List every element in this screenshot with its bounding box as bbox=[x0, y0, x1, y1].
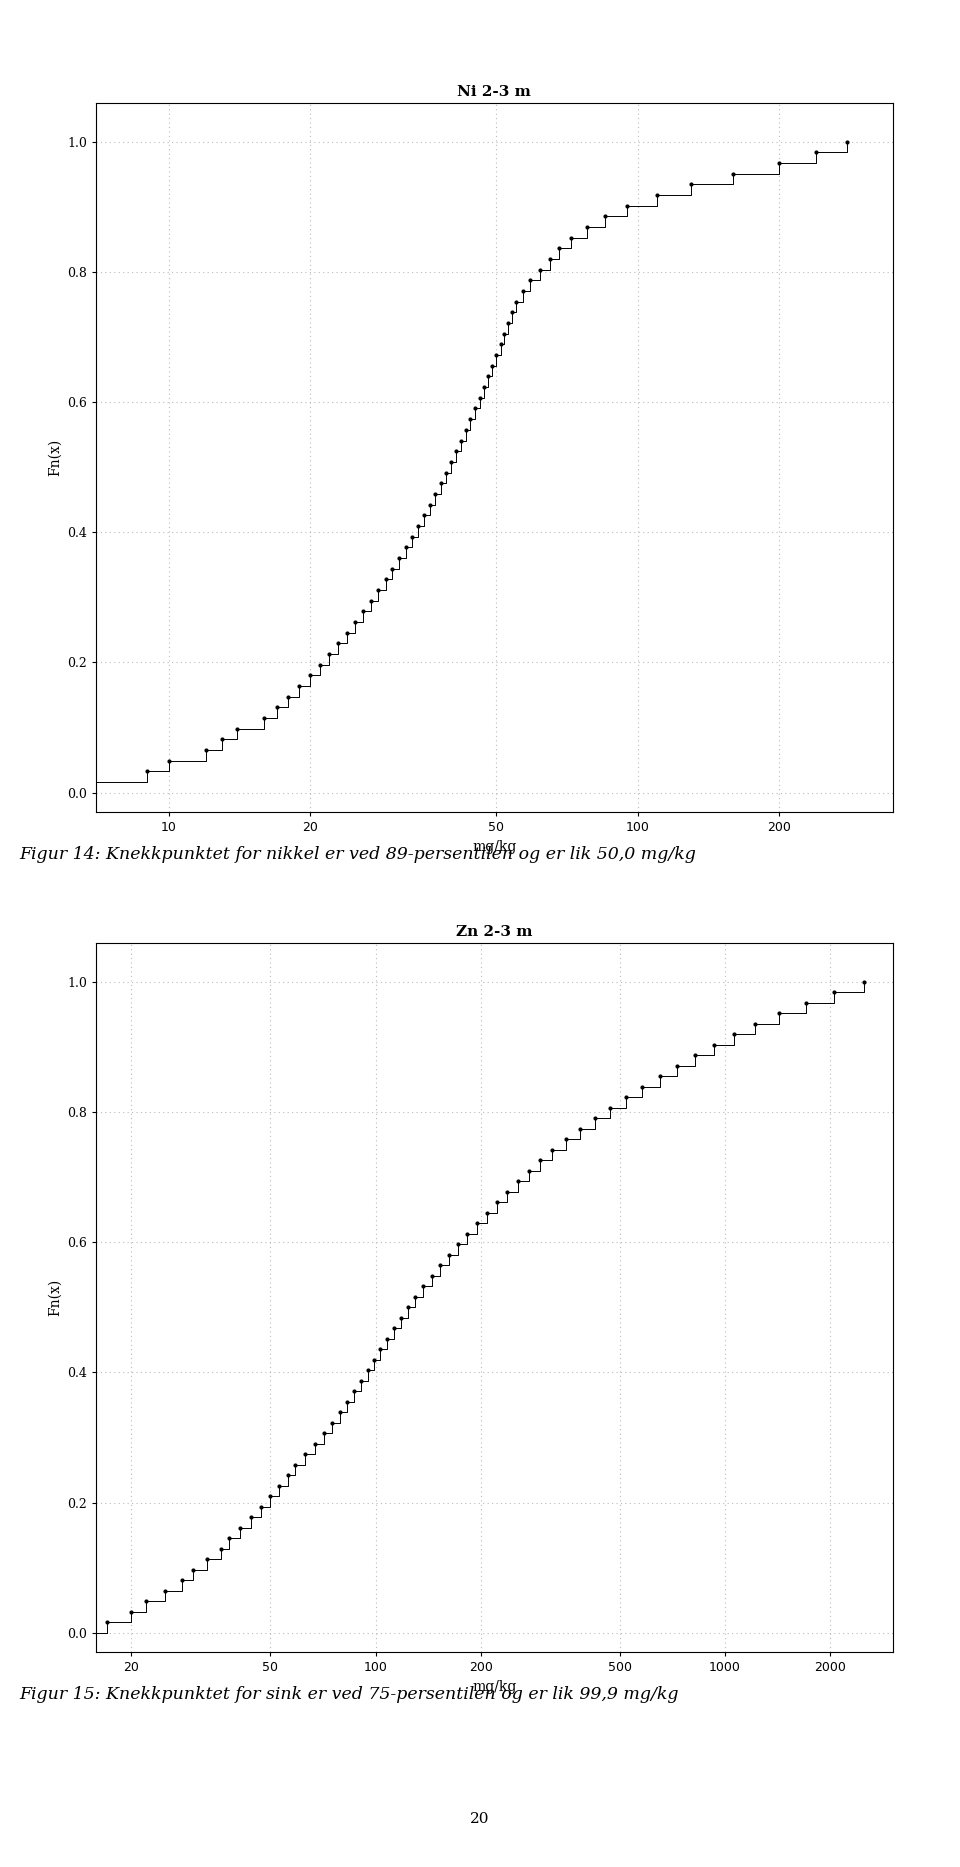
Y-axis label: Fn(x): Fn(x) bbox=[48, 439, 61, 476]
Text: Figur 14: Knekkpunktet for nikkel er ved 89-persentilen og er lik 50,0 mg/kg: Figur 14: Knekkpunktet for nikkel er ved… bbox=[19, 846, 696, 863]
X-axis label: mg/kg: mg/kg bbox=[472, 840, 516, 853]
Title: Ni 2-3 m: Ni 2-3 m bbox=[458, 84, 531, 99]
Title: Zn 2-3 m: Zn 2-3 m bbox=[456, 924, 533, 939]
Y-axis label: Fn(x): Fn(x) bbox=[48, 1279, 61, 1316]
Text: Figur 15: Knekkpunktet for sink er ved 75-persentilen og er lik 99,9 mg/kg: Figur 15: Knekkpunktet for sink er ved 7… bbox=[19, 1686, 679, 1703]
X-axis label: mg/kg: mg/kg bbox=[472, 1680, 516, 1693]
Text: 20: 20 bbox=[470, 1813, 490, 1826]
